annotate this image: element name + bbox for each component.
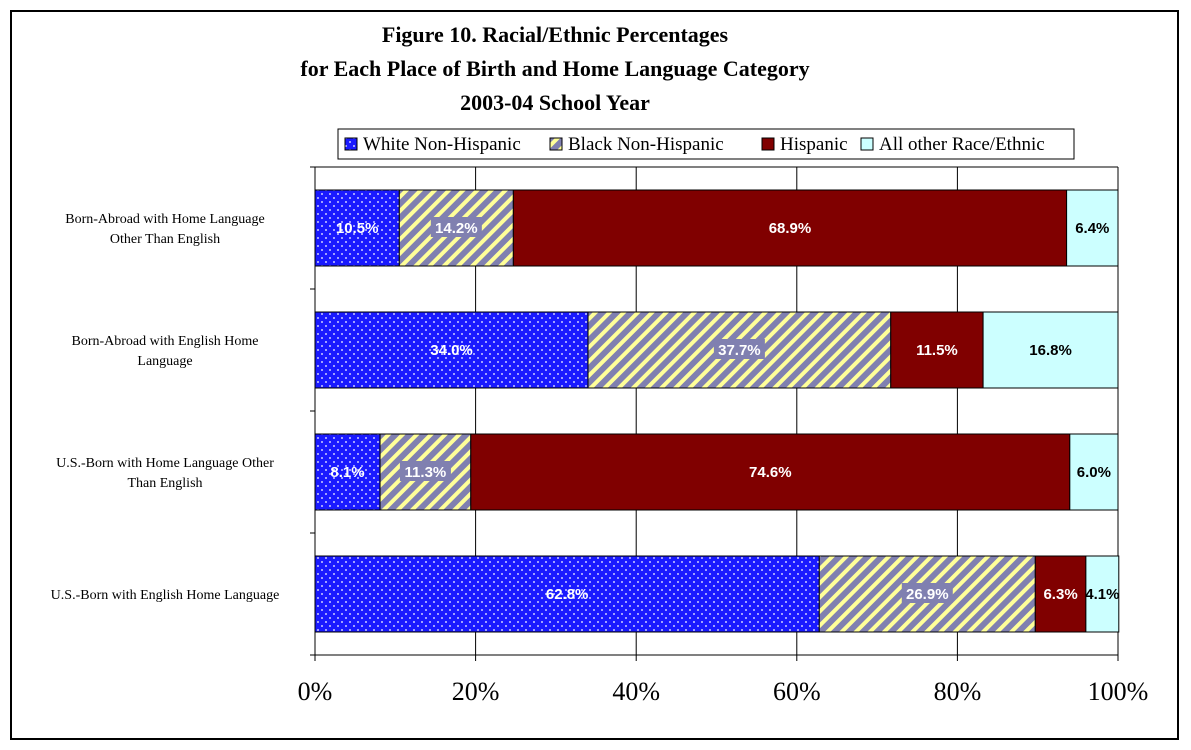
x-tick-label: 60% <box>773 677 821 706</box>
chart-title-line: 2003-04 School Year <box>460 90 650 115</box>
legend-box <box>337 128 1075 160</box>
legend-swatch <box>549 137 563 151</box>
data-label-bg <box>430 217 482 237</box>
data-label: 26.9% <box>906 586 949 603</box>
bar-segment <box>1085 555 1120 633</box>
x-tick-label: 80% <box>934 677 982 706</box>
x-tick-labels: 0% 20% 40% 60% 80% 100% <box>298 677 1149 706</box>
category-label: Born-Abroad with Home Language <box>65 212 264 227</box>
x-tick-label: 40% <box>612 677 660 706</box>
category-labels: Born-Abroad with Home Language Other Than… <box>51 212 280 603</box>
data-label: 16.8% <box>1029 342 1072 359</box>
data-label: 6.0% <box>1077 464 1111 481</box>
data-labels: 10.5% 14.2% 68.9% 6.4% 34.0% 37.7% 11.5% 16.8% 8… <box>330 217 1119 603</box>
bar-segment <box>982 311 1119 389</box>
legend-swatch <box>860 137 874 151</box>
legend-swatch <box>344 137 358 151</box>
data-label: 8.1% <box>330 464 364 481</box>
data-label: 62.8% <box>546 586 589 603</box>
data-label-bg <box>901 583 953 603</box>
legend-entry: All other Race/Ethnic <box>879 134 1045 155</box>
chart-title-line: for Each Place of Birth and Home Languag… <box>300 56 809 81</box>
data-label: 34.0% <box>430 342 473 359</box>
data-label: 4.1% <box>1085 586 1119 603</box>
x-tick-label: 20% <box>452 677 500 706</box>
legend-entry: White Non-Hispanic <box>363 134 521 155</box>
bar-segment <box>314 311 589 389</box>
axes <box>310 166 1119 661</box>
data-label: 10.5% <box>336 220 379 237</box>
data-label: 11.3% <box>405 464 447 481</box>
x-tick-label: 0% <box>298 677 333 706</box>
bar-segment <box>1069 433 1119 511</box>
bar-segment <box>512 189 1068 267</box>
data-label: 37.7% <box>718 342 761 359</box>
category-label: U.S.-Born with English Home Language <box>51 588 280 603</box>
bars <box>314 189 1120 633</box>
data-label: 11.5% <box>916 342 958 359</box>
bar-segment <box>1066 189 1119 267</box>
legend-swatch <box>761 137 775 151</box>
data-label: 14.2% <box>435 220 478 237</box>
bar-segment <box>470 433 1071 511</box>
category-label: Language <box>137 354 192 369</box>
bar-segment <box>314 433 381 511</box>
data-label: 6.4% <box>1075 220 1109 237</box>
data-label: 68.9% <box>769 220 812 237</box>
legend-entry: Hispanic <box>780 134 848 155</box>
data-label: 6.3% <box>1043 586 1077 603</box>
data-label-bg <box>399 461 451 481</box>
category-label: Born-Abroad with English Home <box>71 334 258 349</box>
x-tick-label: 100% <box>1088 677 1149 706</box>
category-label: U.S.-Born with Home Language Other <box>56 456 274 471</box>
legend: White Non-Hispanic Black Non-Hispanic Hisp… <box>337 128 1075 160</box>
category-label: Other Than English <box>110 232 220 247</box>
chart-title: Figure 10. Racial/Ethnic Percentages for … <box>300 22 809 115</box>
category-label: Than English <box>127 476 202 491</box>
bar-segment <box>890 311 984 389</box>
legend-entry: Black Non-Hispanic <box>568 134 724 155</box>
data-label-bg <box>713 339 765 359</box>
chart-title-line: Figure 10. Racial/Ethnic Percentages <box>382 22 729 47</box>
bar-segment <box>1034 555 1087 633</box>
data-label: 74.6% <box>749 464 792 481</box>
